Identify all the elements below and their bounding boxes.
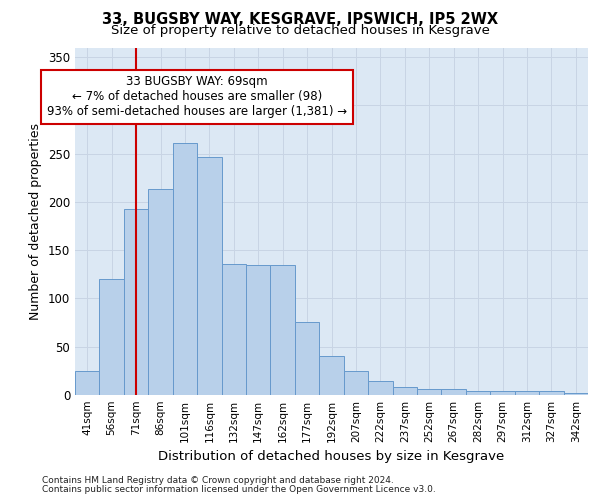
Bar [221, 264, 246, 395]
Bar [563, 393, 588, 395]
Text: 33, BUGSBY WAY, KESGRAVE, IPSWICH, IP5 2WX: 33, BUGSBY WAY, KESGRAVE, IPSWICH, IP5 2… [102, 12, 498, 28]
Text: Contains HM Land Registry data © Crown copyright and database right 2024.: Contains HM Land Registry data © Crown c… [42, 476, 394, 485]
Y-axis label: Number of detached properties: Number of detached properties [29, 122, 43, 320]
Text: Contains public sector information licensed under the Open Government Licence v3: Contains public sector information licen… [42, 484, 436, 494]
Bar [271, 264, 295, 395]
Text: Size of property relative to detached houses in Kesgrave: Size of property relative to detached ho… [110, 24, 490, 37]
Bar [490, 391, 515, 395]
Bar [197, 156, 221, 395]
Bar [368, 380, 392, 395]
Text: 33 BUGSBY WAY: 69sqm
← 7% of detached houses are smaller (98)
93% of semi-detach: 33 BUGSBY WAY: 69sqm ← 7% of detached ho… [47, 76, 347, 118]
Bar [246, 264, 271, 395]
Bar [295, 322, 319, 395]
Bar [442, 389, 466, 395]
Bar [75, 371, 100, 395]
Bar [344, 371, 368, 395]
Bar [466, 391, 490, 395]
Bar [124, 208, 148, 395]
Bar [173, 143, 197, 395]
X-axis label: Distribution of detached houses by size in Kesgrave: Distribution of detached houses by size … [158, 450, 505, 464]
Bar [319, 356, 344, 395]
Bar [515, 391, 539, 395]
Bar [100, 279, 124, 395]
Bar [392, 388, 417, 395]
Bar [417, 389, 442, 395]
Bar [148, 190, 173, 395]
Bar [539, 391, 563, 395]
